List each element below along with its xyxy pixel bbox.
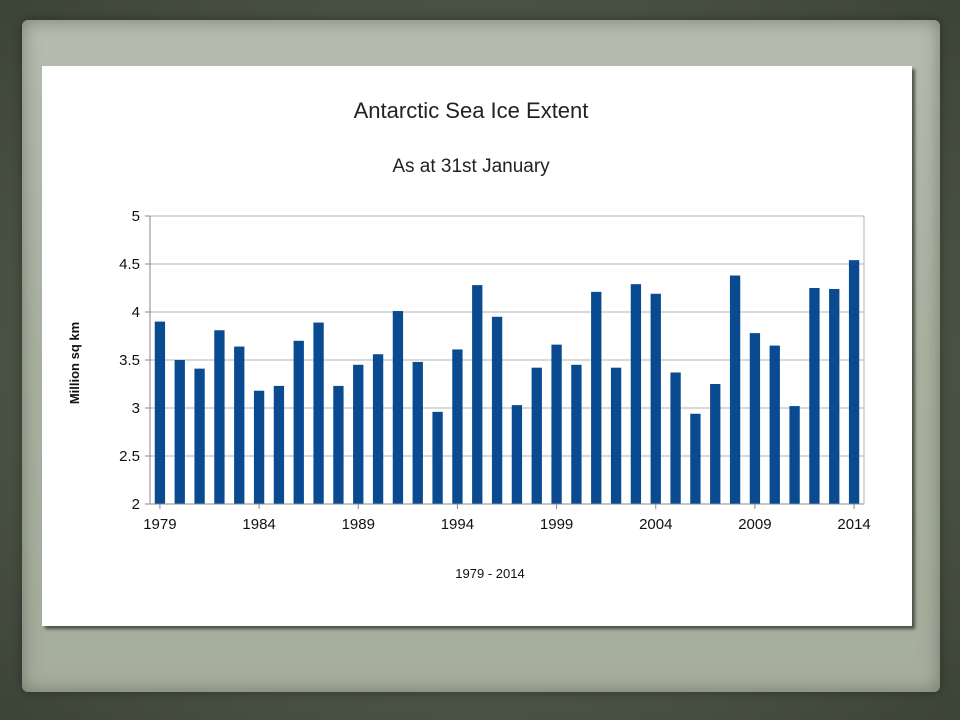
- bar-2013: [829, 288, 840, 504]
- chart-title: Antarctic Sea Ice Extent: [354, 98, 589, 123]
- y-tick-label: 4: [132, 304, 140, 321]
- bar-1999: [551, 344, 562, 504]
- bar-1987: [313, 322, 324, 504]
- bar-2000: [571, 364, 582, 504]
- bar-1986: [293, 340, 304, 504]
- y-tick-label: 2.5: [119, 448, 140, 465]
- bar-1988: [333, 385, 344, 504]
- x-tick-label: 1979: [143, 516, 176, 533]
- bar-2009: [749, 333, 761, 504]
- bar-2008: [729, 275, 741, 504]
- x-tick-labels: 1979 1984 1989 1994 1999 2004 2009 2014: [143, 504, 871, 533]
- axes: [149, 216, 865, 505]
- bar-1989: [353, 364, 364, 504]
- bar-1981: [194, 368, 205, 504]
- y-tick-label: 5: [132, 208, 140, 225]
- bars: [154, 260, 860, 504]
- bar-2004: [650, 293, 661, 504]
- bar-2003: [630, 284, 642, 504]
- x-tick-label: 1989: [342, 516, 375, 533]
- bar-2007: [710, 384, 721, 504]
- bar-1983: [234, 346, 245, 504]
- bar-1995: [472, 285, 483, 504]
- x-tick-label: 1999: [540, 516, 573, 533]
- bar-2001: [591, 291, 602, 504]
- bar-2011: [789, 406, 800, 504]
- bar-1991: [392, 311, 404, 504]
- bar-2006: [690, 413, 701, 504]
- bar-1997: [511, 405, 523, 504]
- bar-1982: [214, 330, 225, 504]
- bar-2012: [809, 288, 820, 504]
- y-tick-label: 4.5: [119, 256, 140, 273]
- bar-2010: [769, 345, 780, 504]
- bar-1998: [531, 367, 542, 504]
- x-tick-label: 1994: [441, 516, 474, 533]
- bar-1996: [491, 316, 503, 504]
- bar-1980: [174, 360, 185, 504]
- y-tick-label: 2: [132, 496, 140, 513]
- chart-subtitle: As at 31st January: [392, 156, 550, 177]
- y-tick-label: 3: [132, 400, 140, 417]
- bar-1979: [154, 321, 166, 504]
- chart-card: Antarctic Sea Ice Extent As at 31st Janu…: [42, 66, 912, 626]
- y-tick-labels: 2 2.5 3 3.5 4 4.5 5: [119, 208, 140, 513]
- bar-1984: [253, 390, 265, 504]
- bar-2002: [610, 367, 622, 504]
- bar-1994: [452, 349, 463, 504]
- y-tick-label: 3.5: [119, 352, 140, 369]
- bar-2014: [848, 260, 860, 504]
- x-tick-label: 1984: [242, 516, 275, 533]
- bar-2005: [670, 372, 681, 504]
- x-tick-label: 2009: [738, 516, 771, 533]
- x-tick-label: 2014: [837, 516, 870, 533]
- y-axis-label: Million sq km: [67, 322, 82, 404]
- bar-1985: [273, 385, 285, 504]
- bar-1992: [412, 361, 423, 504]
- bar-chart: Antarctic Sea Ice Extent As at 31st Janu…: [67, 98, 871, 581]
- bar-1990: [372, 354, 384, 504]
- x-axis-label: 1979 - 2014: [455, 566, 524, 581]
- bar-1993: [432, 411, 443, 504]
- x-tick-label: 2004: [639, 516, 672, 533]
